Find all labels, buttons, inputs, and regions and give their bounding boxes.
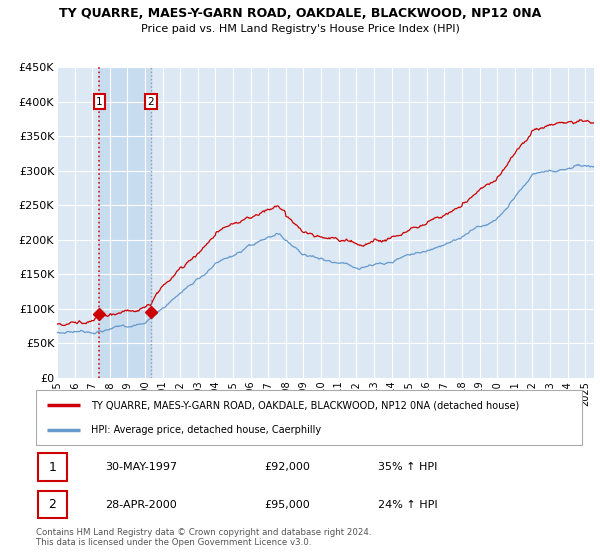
Text: 1: 1: [49, 460, 56, 474]
Text: Price paid vs. HM Land Registry's House Price Index (HPI): Price paid vs. HM Land Registry's House …: [140, 24, 460, 34]
Text: 2: 2: [148, 97, 154, 107]
Text: 2: 2: [49, 498, 56, 511]
Text: 24% ↑ HPI: 24% ↑ HPI: [378, 500, 437, 510]
Bar: [38, 453, 67, 481]
Text: Contains HM Land Registry data © Crown copyright and database right 2024.
This d: Contains HM Land Registry data © Crown c…: [36, 528, 371, 547]
Text: 30-MAY-1997: 30-MAY-1997: [105, 462, 177, 472]
Bar: [38, 491, 67, 519]
Text: TY QUARRE, MAES-Y-GARN ROAD, OAKDALE, BLACKWOOD, NP12 0NA (detached house): TY QUARRE, MAES-Y-GARN ROAD, OAKDALE, BL…: [91, 400, 519, 410]
Text: 35% ↑ HPI: 35% ↑ HPI: [378, 462, 437, 472]
Text: £92,000: £92,000: [264, 462, 310, 472]
Text: HPI: Average price, detached house, Caerphilly: HPI: Average price, detached house, Caer…: [91, 426, 321, 435]
Bar: [100, 67, 151, 378]
Text: £95,000: £95,000: [264, 500, 310, 510]
Text: 1: 1: [96, 97, 103, 107]
Text: 28-APR-2000: 28-APR-2000: [105, 500, 177, 510]
Text: TY QUARRE, MAES-Y-GARN ROAD, OAKDALE, BLACKWOOD, NP12 0NA: TY QUARRE, MAES-Y-GARN ROAD, OAKDALE, BL…: [59, 7, 541, 20]
